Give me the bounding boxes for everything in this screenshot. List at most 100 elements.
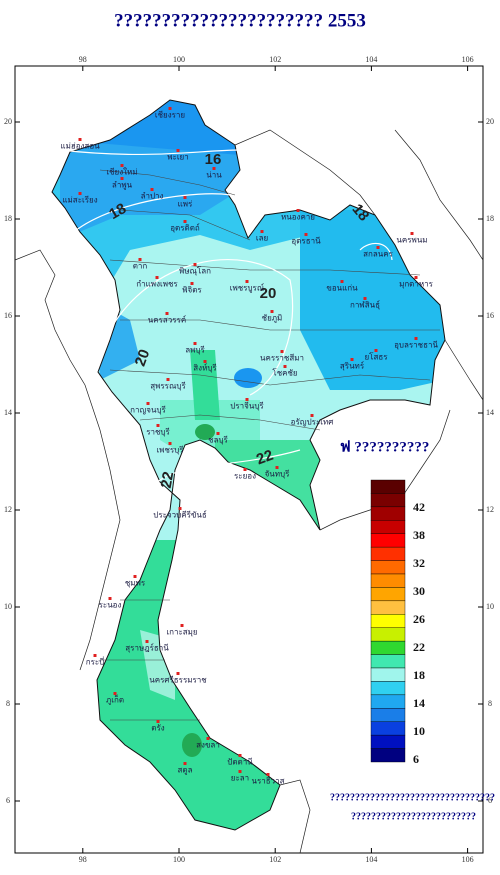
contour-label: 20 (132, 347, 154, 368)
place-name: อรัญประเทศ (291, 418, 334, 427)
lat-tick-label: 8 (6, 699, 10, 708)
place-name: น่าน (206, 171, 222, 180)
place-name: ลำปาง (141, 192, 164, 201)
place-name: ชุมพร (125, 579, 146, 588)
place-name: ปัตตานี (227, 758, 253, 767)
place-name: แพร่ (178, 200, 193, 209)
station (120, 164, 124, 167)
colorbar-label: 18 (413, 668, 425, 682)
place-name: ลำพูน (112, 181, 133, 191)
place-name: หนองคาย (281, 213, 315, 222)
station (414, 276, 418, 279)
lon-tick-label: 102 (269, 855, 281, 864)
station (156, 720, 160, 723)
station (310, 414, 314, 417)
place-name: โชคชัย (272, 368, 297, 378)
place-name: จันทบุรี (265, 470, 291, 479)
lon-tick-label: 98 (79, 855, 87, 864)
lon-tick-label: 100 (173, 855, 185, 864)
colorbar-cell (370, 506, 406, 521)
colorbar-cell (370, 479, 406, 494)
lat-tick-label: 16 (486, 311, 494, 320)
colorbar-cell (370, 627, 406, 642)
place-name: กาญจนบุรี (130, 406, 166, 415)
colorbar-cell (370, 573, 406, 588)
place-name: ยโสธร (364, 352, 388, 362)
place-name: พะเยา (167, 153, 188, 162)
station (193, 342, 197, 345)
place-name: ระยอง (234, 472, 256, 481)
station (145, 640, 149, 643)
isotherms (59, 149, 393, 491)
station (165, 312, 169, 315)
colorbar-cell (370, 654, 406, 669)
station (93, 654, 97, 657)
station (275, 466, 279, 469)
station (414, 337, 418, 340)
station (183, 762, 187, 765)
lon-tick-label: 104 (365, 55, 377, 64)
contour-label: 22 (254, 447, 275, 469)
colorbar-cell (370, 520, 406, 534)
station (206, 737, 210, 740)
station (376, 246, 380, 249)
place-name: อุดรธานี (291, 237, 321, 246)
station (238, 754, 242, 757)
colorbar-cell (370, 560, 406, 575)
colorbar-label: 22 (413, 640, 425, 654)
lon-tick-label: 100 (173, 55, 185, 64)
station (238, 770, 242, 773)
place-name: เชียงราย (155, 111, 185, 120)
lat-tick-label: 12 (4, 505, 12, 514)
place-name: กระบี่ (86, 656, 105, 667)
lat-tick-label: 16 (4, 311, 12, 320)
colorbar-cell (370, 640, 406, 655)
place-name: อุบลราชธานี (394, 341, 438, 350)
station (78, 138, 82, 141)
place-name: นครพนม (396, 236, 427, 245)
place-name: เพชรบุรี (156, 446, 184, 455)
lat-tick-label: 14 (4, 408, 12, 417)
station (166, 378, 170, 381)
station (113, 692, 117, 695)
contour-label: 20 (260, 285, 277, 302)
lon-tick-label: 106 (462, 855, 474, 864)
place-name: สิงห์บุรี (193, 363, 217, 373)
place-name: แม่ฮ่องสอน (60, 142, 100, 151)
station (374, 349, 378, 352)
place-name: กำแพงเพชร (136, 280, 178, 289)
place-name: เกาะสมุย (166, 628, 197, 637)
station (183, 196, 187, 199)
lon-tick-label: 104 (365, 855, 377, 864)
place-name: เลย (256, 234, 268, 243)
station (203, 360, 207, 363)
colorbar-cell (370, 587, 406, 602)
colorbar-cell (370, 600, 406, 615)
place-name: พิษณุโลก (179, 266, 211, 276)
station (155, 276, 159, 279)
colorbar-label: 14 (413, 696, 425, 710)
colorbar-label: 10 (413, 724, 425, 738)
place-name: เชียงใหม่ (106, 168, 137, 177)
colorbar-label: 26 (413, 612, 425, 626)
place-name: ตรัง (151, 724, 164, 733)
title: ?????????????????????? 2553 (114, 10, 366, 31)
lon-tick-label: 98 (79, 55, 87, 64)
place-name: ปราจีนบุรี (230, 402, 264, 411)
place-name: ยะลา (231, 774, 249, 783)
place-name: สุพรรณบุรี (150, 382, 186, 391)
station (78, 192, 82, 195)
place-name: นครศรีธรรมราช (149, 676, 207, 685)
place-name: ประจวบคีรีขันธ์ (153, 510, 207, 520)
station (304, 233, 308, 236)
footer: ????????????????????????? (351, 811, 476, 822)
lat-tick-label: 12 (486, 505, 494, 514)
station (138, 258, 142, 261)
station (363, 297, 367, 300)
colorbar-label: 30 (413, 584, 425, 598)
colorbar-cell (370, 667, 406, 682)
colorbar-label: 6 (413, 752, 419, 766)
place-name: นครสวรรค์ (148, 315, 186, 325)
station (340, 280, 344, 283)
